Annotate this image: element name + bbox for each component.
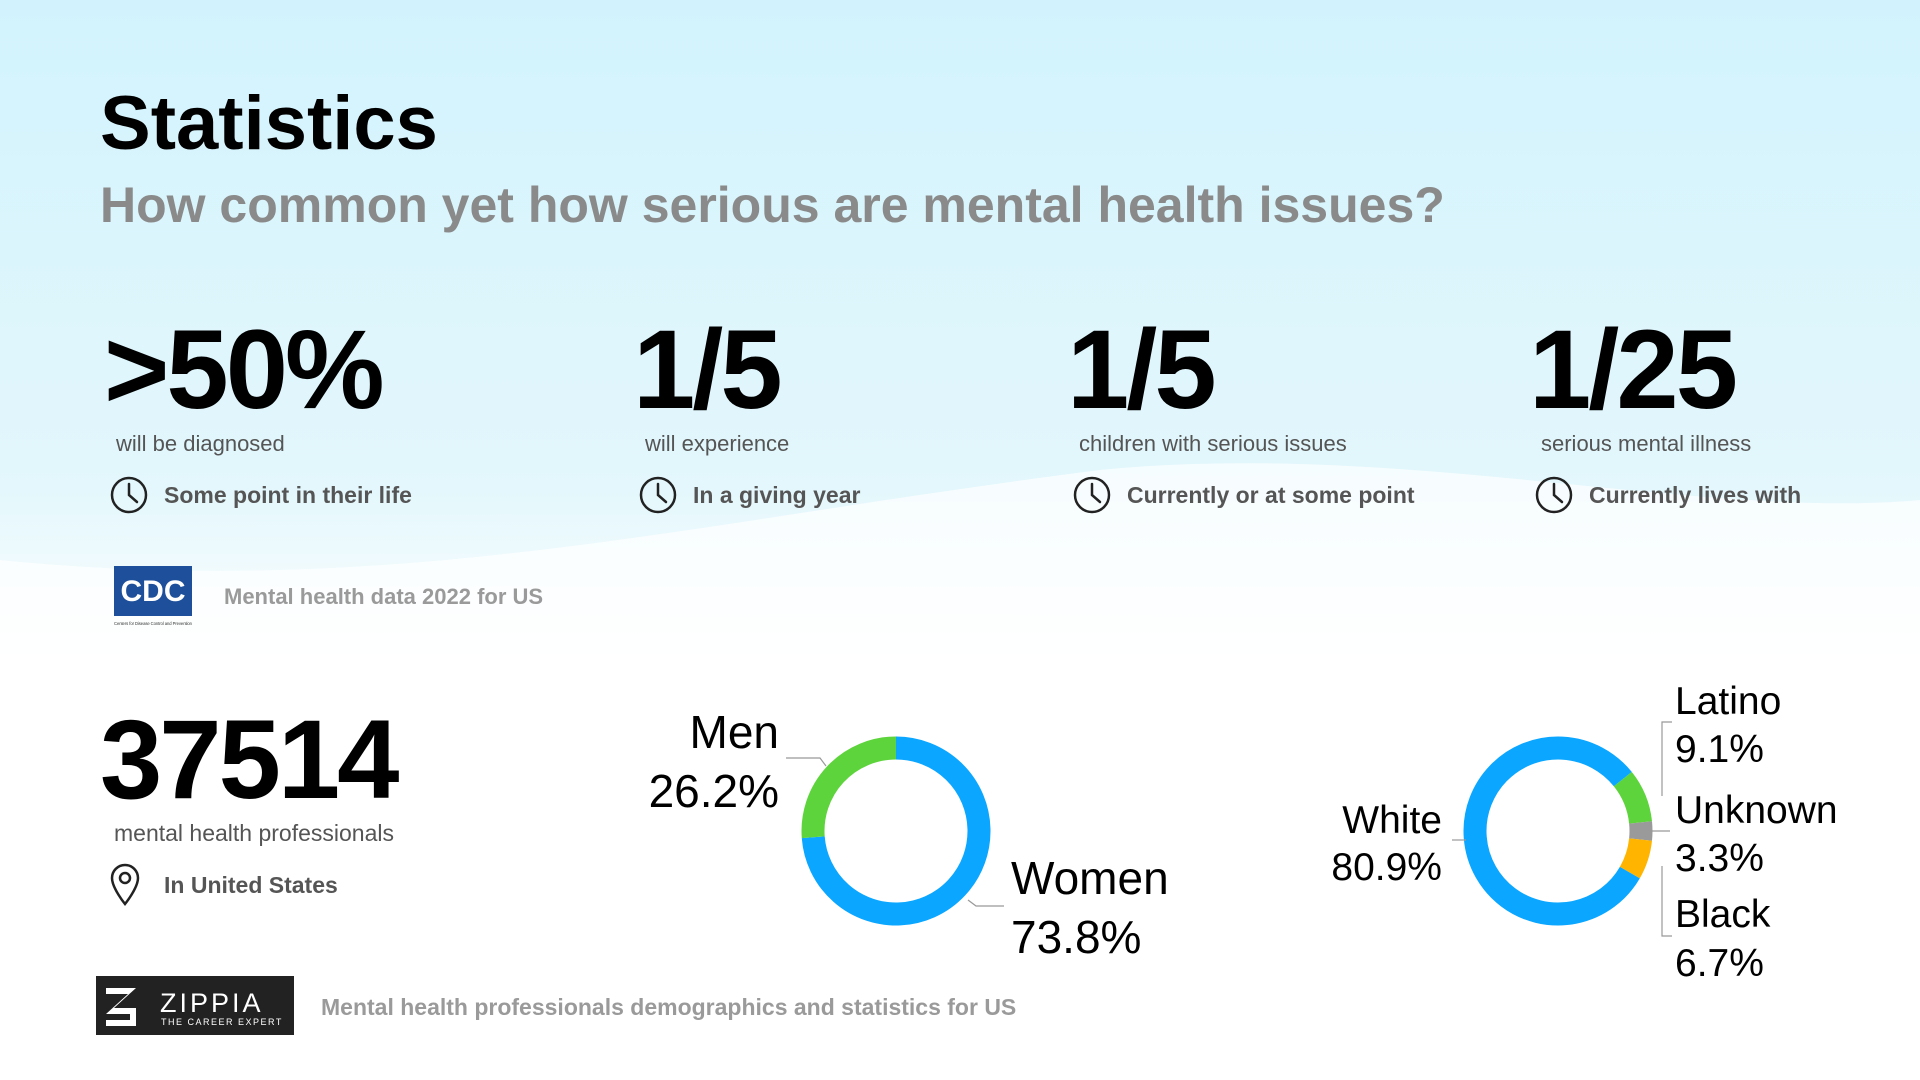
donut-segment (1463, 736, 1640, 926)
stat-note: Some point in their life (164, 482, 412, 508)
stat-value: 1/5 (1067, 307, 1214, 432)
stat-label: children with serious issues (1079, 431, 1347, 456)
stat-label: serious mental illness (1541, 431, 1751, 456)
zippia-logo-tagline: THE CAREER EXPERT (161, 1017, 283, 1027)
clock-icon (639, 476, 677, 514)
subtitle: How common yet how serious are mental he… (100, 177, 1445, 233)
professionals-note: In United States (164, 872, 338, 898)
donut-segment (801, 736, 897, 839)
clock-icon (110, 476, 148, 514)
cdc-logo-caption: Centers for Disease Control and Preventi… (114, 621, 193, 626)
donut-category-label: Latino (1675, 680, 1781, 723)
leader-line (786, 757, 827, 767)
title: Statistics (100, 81, 438, 166)
donut-category-label: Women (1011, 852, 1169, 904)
clock-icon-hands (1552, 482, 1564, 504)
leader-line (1661, 721, 1672, 796)
cdc-logo-box (114, 566, 192, 616)
donut-category-label: White (1342, 799, 1442, 842)
clock-icon-hands (127, 482, 139, 504)
zippia-logo-text: ZIPPIA (160, 988, 264, 1018)
leader-line (1661, 866, 1672, 937)
stat-value: 1/5 (633, 307, 780, 432)
zippia-logo-mark (106, 988, 136, 1026)
leader-line (967, 899, 1004, 907)
donut-segment (1619, 837, 1652, 879)
clock-icon (1535, 476, 1573, 514)
donut-segment (801, 736, 991, 926)
pin-icon-dot (118, 871, 132, 885)
footer-text: Mental health professionals demographics… (321, 994, 1016, 1020)
donut-category-label: Men (690, 706, 779, 758)
donut-value-label: 80.9% (1331, 846, 1442, 889)
professionals-value: 37514 (100, 697, 399, 822)
stat-label: will be diagnosed (115, 431, 285, 456)
clock-icon (1073, 476, 1111, 514)
donut-category-label: Black (1675, 893, 1771, 936)
donut-value-label: 6.7% (1675, 942, 1764, 985)
donut-segment (1613, 771, 1652, 825)
clock-icon-hands (656, 482, 668, 504)
stat-label: will experience (644, 431, 789, 456)
donut-value-label: 3.3% (1675, 837, 1764, 880)
cdc-logo: CDC Centers for Disease Control and Prev… (114, 566, 193, 626)
donut-value-label: 73.8% (1011, 911, 1141, 963)
pin-icon (110, 863, 140, 906)
cdc-logo-text: CDC (121, 575, 186, 608)
stat-value: >50% (104, 307, 382, 432)
stat-note: Currently or at some point (1127, 482, 1415, 508)
donut-value-label: 9.1% (1675, 728, 1764, 771)
cdc-source-text: Mental health data 2022 for US (224, 584, 543, 609)
zippia-logo: ZIPPIA THE CAREER EXPERT (96, 976, 294, 1035)
professionals-label: mental health professionals (114, 820, 394, 846)
stat-note: Currently lives with (1589, 482, 1801, 508)
donut-category-label: Unknown (1675, 789, 1838, 832)
donut-value-label: 26.2% (649, 765, 779, 817)
clock-icon-hands (1090, 482, 1102, 504)
stat-value: 1/25 (1529, 307, 1736, 432)
stat-note: In a giving year (693, 482, 860, 508)
